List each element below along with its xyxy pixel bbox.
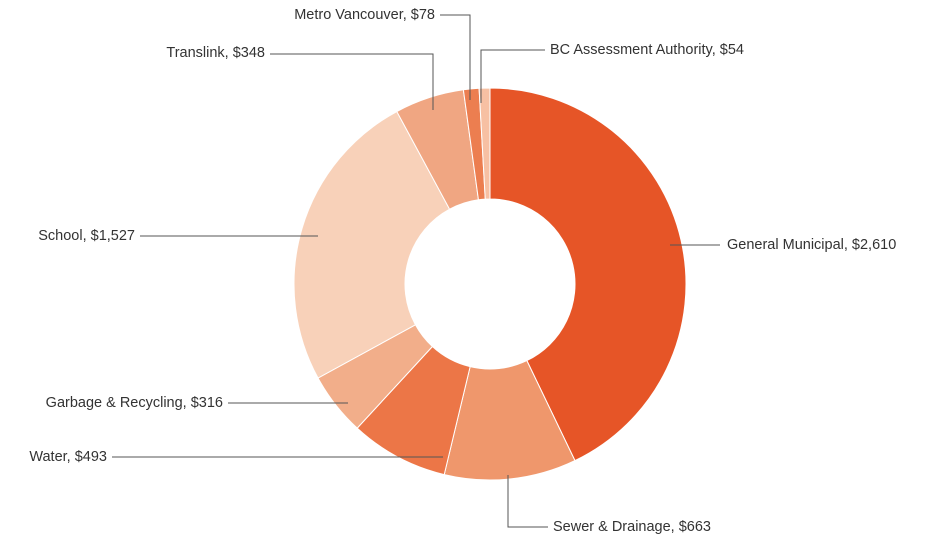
donut-slice — [489, 87, 687, 462]
slice-label: School, $1,527 — [38, 228, 135, 244]
donut-slice — [293, 110, 451, 379]
slice-label: Metro Vancouver, $78 — [294, 7, 435, 23]
leader-line — [440, 14, 471, 100]
slice-label: Garbage & Recycling, $316 — [46, 395, 223, 411]
slice-label: Sewer & Drainage, $663 — [553, 519, 711, 535]
leader-line — [270, 53, 434, 110]
leader-line — [507, 475, 548, 528]
donut-slice — [478, 87, 491, 200]
leader-line — [480, 49, 545, 103]
slice-label: General Municipal, $2,610 — [727, 237, 896, 253]
slice-label: BC Assessment Authority, $54 — [550, 42, 744, 58]
slice-label: Translink, $348 — [166, 45, 265, 61]
slice-label: Water, $493 — [29, 449, 107, 465]
